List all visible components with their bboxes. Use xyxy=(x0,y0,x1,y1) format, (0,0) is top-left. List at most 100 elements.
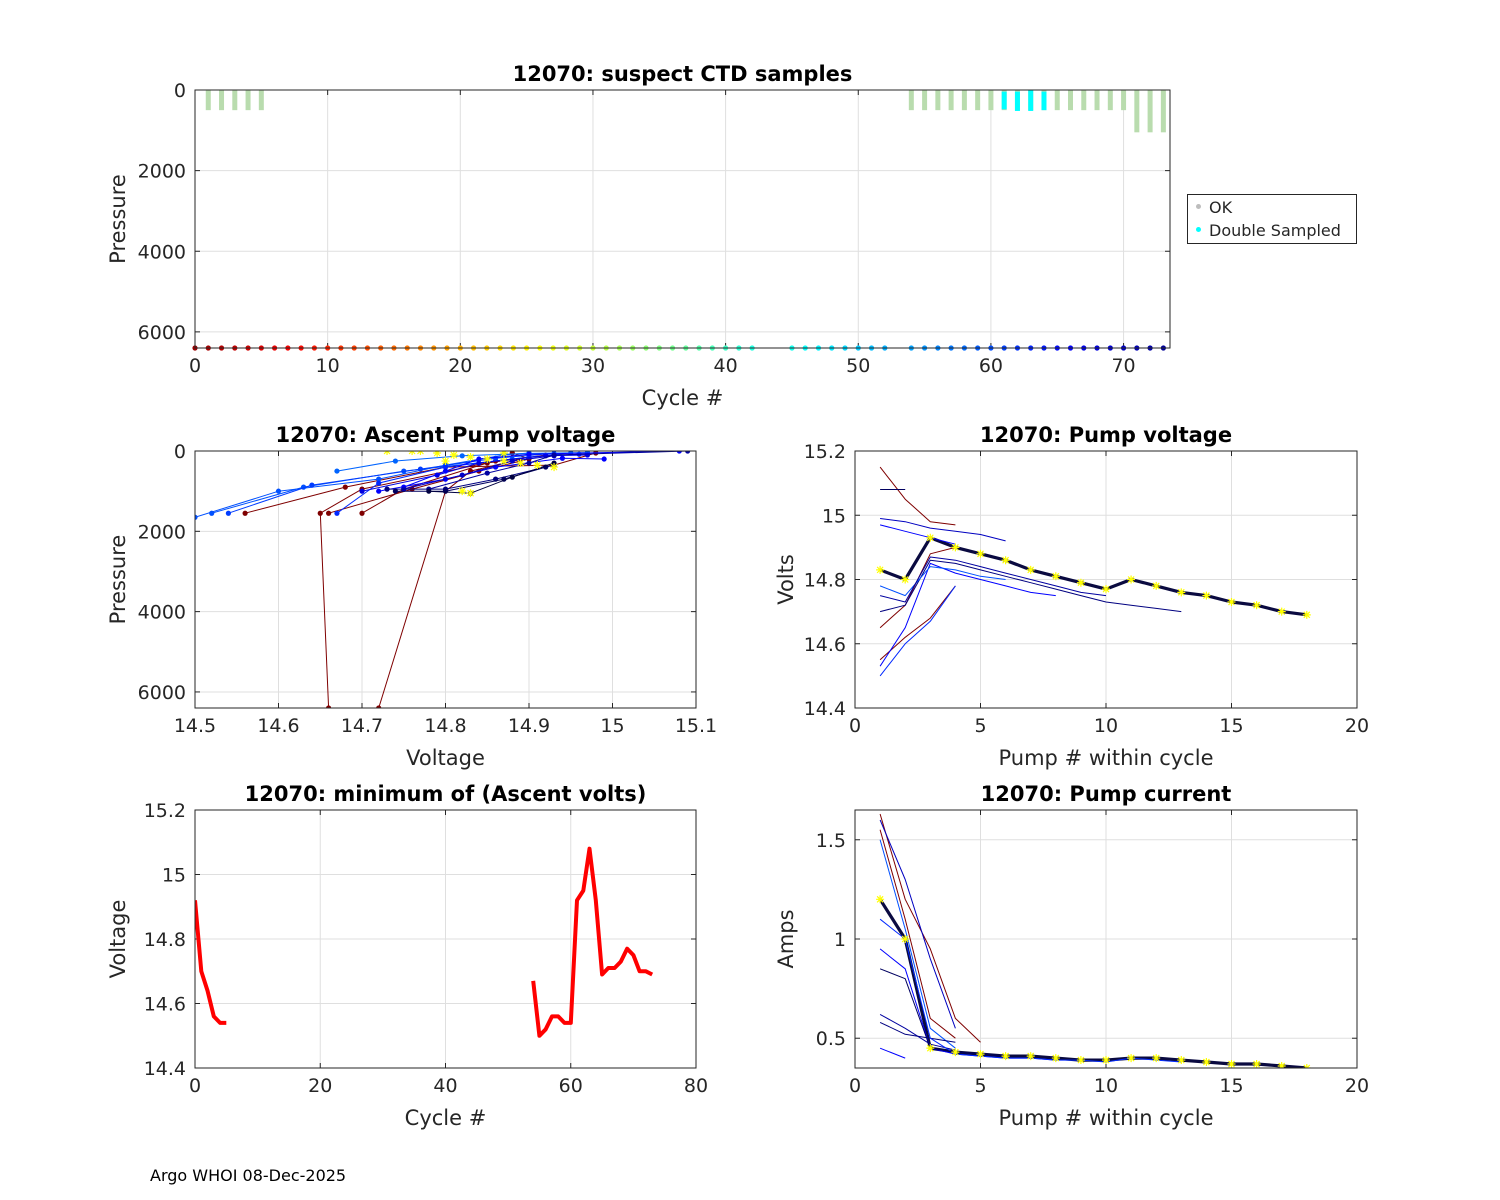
star-marker xyxy=(483,455,492,464)
series-dot xyxy=(275,488,282,494)
star-marker xyxy=(951,543,960,552)
plot-marks xyxy=(195,451,691,708)
series-line xyxy=(879,562,1056,667)
series-line xyxy=(195,900,227,1025)
y-tick-label: 15.2 xyxy=(144,800,186,822)
chart-title: 12070: Pump current xyxy=(981,782,1232,806)
series-line xyxy=(879,829,956,1039)
series-line xyxy=(879,566,1006,597)
y-tick-label: 1 xyxy=(834,929,846,951)
x-tick-label: 20 xyxy=(1345,1075,1369,1097)
series-line xyxy=(879,585,956,661)
y-axis-label: Pressure xyxy=(106,174,130,264)
chart-title: 12070: suspect CTD samples xyxy=(513,62,853,86)
series-dot xyxy=(459,472,465,478)
series-line xyxy=(319,460,496,708)
x-tick-label: 40 xyxy=(714,355,738,377)
y-axis-label: Voltage xyxy=(106,900,130,979)
series-dot xyxy=(242,510,248,516)
x-tick-label: 15 xyxy=(600,715,624,737)
y-tick-label: 6000 xyxy=(138,682,186,704)
legend-label-double-sampled: Double Sampled xyxy=(1209,221,1341,240)
star-marker xyxy=(533,461,542,470)
y-axis-label: Volts xyxy=(774,554,798,605)
legend-item-double-sampled: Double Sampled xyxy=(1196,221,1341,241)
chart-pumpc: 0 5 10 15 20 0.5 1 1.5 12070: Pump current Pump #… xyxy=(774,782,1369,1130)
series-dot xyxy=(309,482,315,488)
series-line xyxy=(879,585,956,677)
series-dot xyxy=(326,705,332,708)
star-marker xyxy=(1001,1052,1010,1061)
star-marker xyxy=(926,1044,935,1053)
series-line xyxy=(387,464,555,490)
y-tick-label: 4000 xyxy=(138,241,186,263)
x-tick-label: 0 xyxy=(189,355,201,377)
star-marker xyxy=(433,451,442,458)
star-marker xyxy=(499,457,508,466)
x-tick-label: 14.8 xyxy=(424,715,466,737)
plot-marks xyxy=(876,813,1311,1068)
series-dot xyxy=(442,468,449,474)
x-tick-label: 15 xyxy=(1219,1075,1243,1097)
star-marker xyxy=(1202,1058,1211,1067)
x-tick-label: 70 xyxy=(1111,355,1135,377)
series-dot xyxy=(493,455,499,461)
axes-frame xyxy=(194,89,1171,349)
y-axis-label: Amps xyxy=(774,909,798,968)
x-tick-label: 0 xyxy=(849,1075,861,1097)
axes-frame xyxy=(194,450,697,709)
y-tick-label: 6000 xyxy=(138,322,186,344)
x-tick-label: 5 xyxy=(974,1075,986,1097)
series-dot xyxy=(526,451,532,457)
x-tick-label: 60 xyxy=(559,1075,583,1097)
star-marker xyxy=(550,463,559,472)
chart-minv: 0 20 40 60 80 14.4 14.6 14.8 15 15.2 12070: minimu… xyxy=(106,782,708,1130)
legend-marker-ok xyxy=(1196,204,1201,209)
x-tick-label: 14.6 xyxy=(257,715,299,737)
x-tick-label: 80 xyxy=(684,1075,708,1097)
star-marker xyxy=(1302,610,1311,619)
star-marker xyxy=(1051,1054,1060,1063)
series-dot xyxy=(376,705,382,708)
series-dot xyxy=(509,458,515,464)
x-tick-label: 20 xyxy=(448,355,472,377)
y-tick-label: 14.4 xyxy=(144,1058,186,1080)
series-line xyxy=(428,462,555,494)
axes-frame xyxy=(854,450,1358,709)
axes-frame xyxy=(854,809,1358,1069)
series-dot xyxy=(392,458,398,464)
series-line xyxy=(195,452,530,518)
x-tick-label: 40 xyxy=(433,1075,457,1097)
series-dot xyxy=(376,480,382,486)
series-dot xyxy=(359,510,365,516)
y-axis-label: Pressure xyxy=(106,535,130,625)
star-marker xyxy=(1102,585,1110,594)
x-tick-label: 0 xyxy=(189,1075,201,1097)
star-marker xyxy=(1177,588,1186,597)
series-dot xyxy=(484,470,490,476)
series-dot xyxy=(551,460,557,466)
series-line xyxy=(879,968,1006,1057)
star-marker xyxy=(1252,1060,1261,1068)
series-line xyxy=(403,455,555,490)
y-tick-label: 14.4 xyxy=(804,698,846,720)
series-dot xyxy=(334,510,340,516)
y-tick-label: 14.6 xyxy=(804,634,846,656)
series-dot xyxy=(551,452,557,458)
chart-title: 12070: Ascent Pump voltage xyxy=(276,423,616,447)
x-axis-label: Voltage xyxy=(406,746,485,770)
chart-title: 12070: minimum of (Ascent volts) xyxy=(245,782,647,806)
star-marker xyxy=(466,453,475,462)
series-dot xyxy=(317,510,323,516)
x-tick-label: 10 xyxy=(1094,1075,1118,1097)
plot-marks xyxy=(876,466,1311,677)
star-marker xyxy=(901,935,910,943)
star-marker xyxy=(1127,575,1136,584)
series-dot xyxy=(459,453,465,459)
star-marker xyxy=(441,457,450,466)
star-marker xyxy=(516,459,525,468)
star-marker xyxy=(1177,1056,1186,1065)
series-dot xyxy=(342,484,348,490)
series-dot xyxy=(195,514,198,520)
